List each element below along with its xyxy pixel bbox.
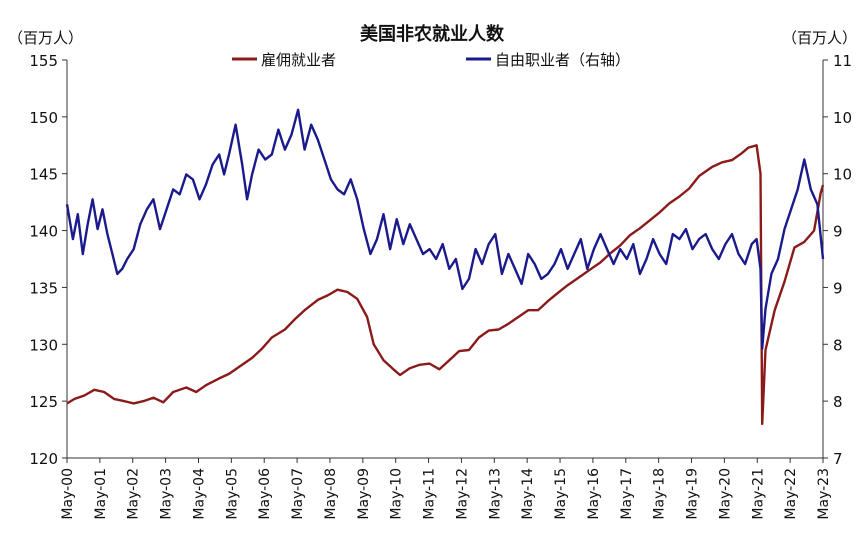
x-tick-label: May-22: [783, 468, 799, 520]
right-tick-label: 10: [833, 166, 852, 184]
left-tick-label: 125: [29, 393, 58, 411]
left-tick-label: 140: [29, 223, 58, 241]
right-tick-label: 7: [833, 450, 843, 468]
left-tick-label: 135: [29, 279, 58, 297]
x-tick-label: May-18: [652, 468, 668, 520]
legend-label-series-1: 雇佣就业者: [261, 51, 336, 69]
x-tick-label: May-01: [93, 468, 109, 520]
left-tick-label: 155: [29, 52, 58, 70]
x-tick-label: May-13: [487, 468, 503, 520]
x-tick-label: May-11: [422, 468, 438, 520]
right-tick-label: 9: [833, 279, 843, 297]
x-tick-label: May-06: [257, 468, 273, 520]
left-axis-unit: （百万人）: [8, 29, 83, 47]
x-tick-label: May-20: [717, 468, 733, 520]
left-tick-label: 130: [29, 336, 58, 354]
x-tick-label: May-05: [224, 468, 240, 520]
x-tick-label: May-08: [323, 468, 339, 520]
x-tick-label: May-17: [619, 468, 635, 520]
x-tick-label: May-16: [586, 468, 602, 520]
chart-title: 美国非农就业人数: [360, 23, 505, 45]
right-axis-ticks: 7 8 8 9 9 10 10 11: [823, 52, 852, 468]
x-tick-label: May-09: [356, 468, 372, 520]
x-tick-label: May-21: [750, 468, 766, 520]
left-tick-label: 120: [29, 450, 58, 468]
left-axis-ticks: 120 125 130 135 140 145 150 155: [29, 52, 67, 468]
right-tick-label: 10: [833, 109, 852, 127]
legend-label-series-2: 自由职业者（右轴）: [495, 51, 630, 69]
series-layer: [65, 108, 825, 426]
x-tick-label: May-10: [389, 468, 405, 520]
series-line-1: [66, 144, 825, 426]
x-tick-label: May-02: [126, 468, 142, 520]
left-tick-label: 150: [29, 109, 58, 127]
right-tick-label: 8: [833, 393, 843, 411]
legend: 雇佣就业者 自由职业者（右轴）: [232, 51, 630, 69]
right-tick-label: 9: [833, 223, 843, 241]
x-tick-label: May-07: [290, 468, 306, 520]
x-tick-label: May-04: [191, 468, 207, 520]
x-tick-label: May-14: [520, 468, 536, 520]
x-tick-label: May-12: [454, 468, 470, 520]
right-tick-label: 11: [833, 52, 852, 70]
x-axis-ticks: May-00 May-01 May-02 May-03 May-04 May-05 May-…: [60, 458, 832, 520]
x-tick-label: May-15: [553, 468, 569, 520]
right-tick-label: 8: [833, 336, 843, 354]
x-tick-label: May-23: [816, 468, 832, 520]
series-line-2: [65, 108, 825, 350]
right-axis-unit: （百万人）: [782, 29, 857, 47]
x-tick-label: May-03: [159, 468, 175, 520]
left-tick-label: 145: [29, 166, 58, 184]
x-tick-label: May-19: [685, 468, 701, 520]
x-tick-label: May-00: [60, 468, 76, 520]
